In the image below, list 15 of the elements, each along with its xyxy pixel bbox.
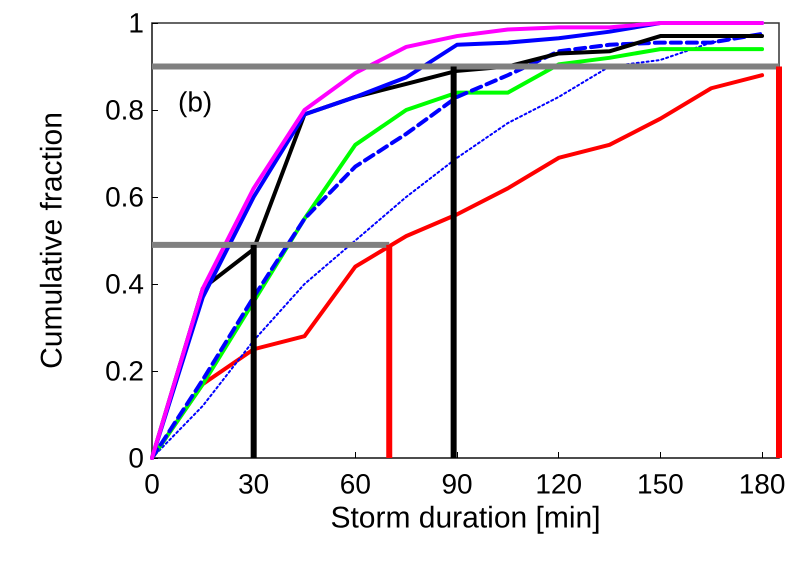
x-tick-label: 150 xyxy=(637,468,684,500)
y-tick-label: 0 xyxy=(128,442,144,474)
y-tick-label: 0.8 xyxy=(105,94,144,126)
annotation: (b) xyxy=(178,86,212,118)
x-tick-label: 60 xyxy=(340,468,371,500)
x-tick-label: 30 xyxy=(238,468,270,500)
y-tick-label: 1 xyxy=(128,8,144,38)
y-axis-title: Cumulative fraction xyxy=(36,112,68,369)
y-tick-label: 0.4 xyxy=(105,268,144,300)
x-tick-label: 180 xyxy=(738,468,786,500)
y-tick-label: 0.6 xyxy=(105,182,144,212)
x-tick-label: 90 xyxy=(441,468,473,500)
y-tick-label: 0.2 xyxy=(105,356,144,386)
x-axis-title: Storm duration [min] xyxy=(330,502,601,534)
x-tick-label: 120 xyxy=(535,468,582,500)
